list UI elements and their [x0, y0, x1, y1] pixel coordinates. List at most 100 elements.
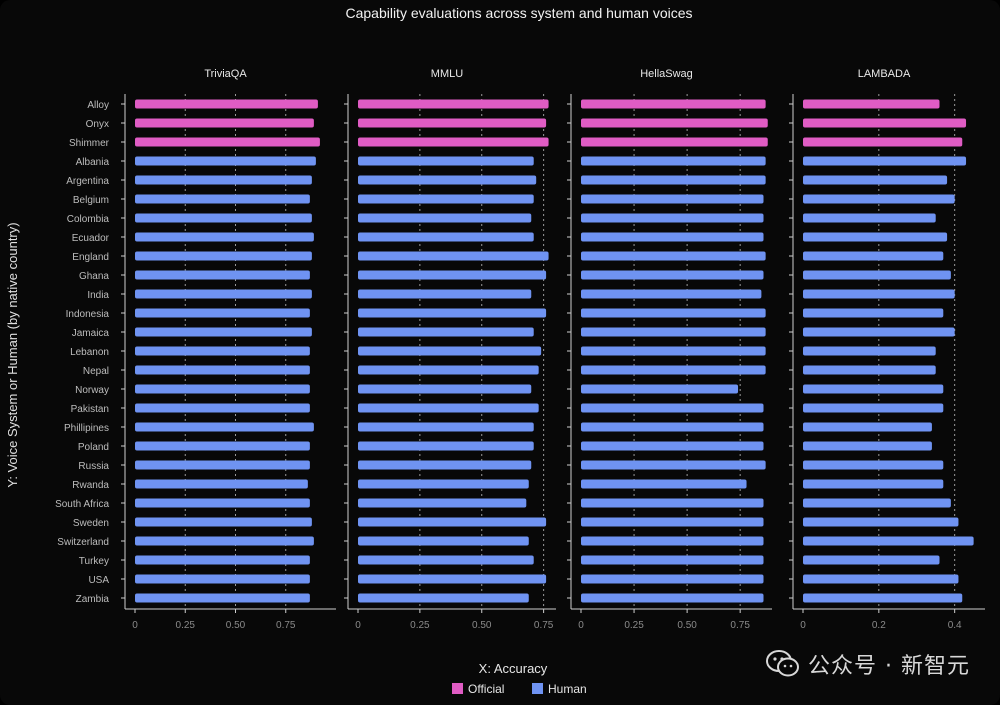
x-tick-label-hellaswag-0: 0: [578, 620, 584, 631]
bar-mmlu-indonesia: [358, 308, 547, 318]
x-axis-label: X: Accuracy: [479, 661, 548, 676]
bar-lambada-jamaica: [803, 327, 955, 337]
bar-lambada-south-africa: [803, 498, 951, 508]
y-tick-label-indonesia: Indonesia: [66, 309, 110, 320]
bar-triviaqa-nepal: [135, 365, 310, 375]
panel-title-hellaswag: HellaSwag: [640, 68, 693, 80]
x-tick-label-triviaqa-0: 0: [132, 620, 138, 631]
bar-hellaswag-south-africa: [581, 498, 764, 508]
bar-mmlu-onyx: [358, 118, 547, 128]
x-tick-label-triviaqa-3: 0.75: [276, 620, 296, 631]
bar-lambada-switzerland: [803, 536, 974, 546]
bar-hellaswag-argentina: [581, 175, 766, 185]
bar-triviaqa-ecuador: [135, 232, 314, 242]
x-tick-label-lambada-1: 0.2: [872, 620, 886, 631]
y-tick-label-zambia: Zambia: [76, 594, 110, 605]
bar-hellaswag-jamaica: [581, 327, 766, 337]
bar-lambada-alloy: [803, 99, 940, 109]
x-tick-label-mmlu-0: 0: [355, 620, 361, 631]
bar-triviaqa-pakistan: [135, 403, 310, 413]
bar-hellaswag-rwanda: [581, 479, 747, 489]
bar-hellaswag-nepal: [581, 365, 766, 375]
y-tick-label-argentina: Argentina: [66, 176, 109, 187]
bar-hellaswag-shimmer: [581, 137, 768, 147]
bar-mmlu-argentina: [358, 175, 537, 185]
bar-lambada-indonesia: [803, 308, 944, 318]
bar-lambada-pakistan: [803, 403, 944, 413]
bar-mmlu-usa: [358, 574, 547, 584]
bar-mmlu-shimmer: [358, 137, 549, 147]
bar-triviaqa-argentina: [135, 175, 312, 185]
bar-lambada-russia: [803, 460, 944, 470]
bar-mmlu-phillipines: [358, 422, 534, 432]
bar-mmlu-lebanon: [358, 346, 542, 356]
bar-hellaswag-usa: [581, 574, 764, 584]
bar-triviaqa-usa: [135, 574, 310, 584]
bar-triviaqa-alloy: [135, 99, 318, 109]
x-tick-label-triviaqa-2: 0.50: [226, 620, 246, 631]
chart-title: Capability evaluations across system and…: [345, 5, 692, 21]
bar-mmlu-poland: [358, 441, 534, 451]
bar-hellaswag-pakistan: [581, 403, 764, 413]
bar-lambada-colombia: [803, 213, 936, 223]
bar-hellaswag-ecuador: [581, 232, 764, 242]
bar-triviaqa-england: [135, 251, 312, 261]
panel-lambada: LAMBADA 0 0.2 0.4: [789, 68, 985, 631]
bar-hellaswag-belgium: [581, 194, 764, 204]
x-tick-label-hellaswag-3: 0.75: [730, 620, 750, 631]
panel-title-lambada: LAMBADA: [858, 68, 911, 80]
bar-lambada-shimmer: [803, 137, 963, 147]
bar-triviaqa-indonesia: [135, 308, 310, 318]
bar-hellaswag-albania: [581, 156, 766, 166]
y-tick-label-india: India: [87, 290, 109, 301]
y-tick-label-sweden: Sweden: [73, 518, 109, 529]
panel-hellaswag: HellaSwag 0 0.25 0.50 0.75: [567, 68, 772, 631]
bar-mmlu-colombia: [358, 213, 532, 223]
bar-hellaswag-sweden: [581, 517, 764, 527]
bar-triviaqa-rwanda: [135, 479, 308, 489]
x-tick-label-hellaswag-1: 0.25: [624, 620, 644, 631]
y-tick-label-ghana: Ghana: [79, 271, 109, 282]
bar-lambada-poland: [803, 441, 932, 451]
panel-title-triviaqa: TriviaQA: [204, 68, 247, 80]
bar-lambada-ghana: [803, 270, 951, 280]
bar-triviaqa-ghana: [135, 270, 310, 280]
bar-lambada-albania: [803, 156, 967, 166]
bar-hellaswag-zambia: [581, 593, 764, 603]
legend-swatch-human: [532, 683, 543, 694]
bar-hellaswag-england: [581, 251, 766, 261]
bar-triviaqa-belgium: [135, 194, 310, 204]
y-tick-label-colombia: Colombia: [67, 214, 110, 225]
x-tick-label-lambada-0: 0: [800, 620, 806, 631]
legend-label-official: Official: [468, 682, 504, 696]
bar-lambada-ecuador: [803, 232, 948, 242]
y-tick-label-england: England: [72, 252, 109, 263]
bar-lambada-argentina: [803, 175, 948, 185]
y-tick-label-rwanda: Rwanda: [72, 480, 109, 491]
bar-hellaswag-lebanon: [581, 346, 766, 356]
x-tick-label-mmlu-1: 0.25: [410, 620, 430, 631]
y-tick-labels: Alloy Onyx Shimmer Albania Argentina Belgium C…: [55, 100, 110, 605]
y-tick-label-onyx: Onyx: [86, 119, 109, 130]
bar-mmlu-switzerland: [358, 536, 529, 546]
y-tick-label-russia: Russia: [78, 461, 109, 472]
chart-panels: Alloy Onyx Shimmer Albania Argentina Belgium C…: [55, 68, 985, 631]
bar-lambada-rwanda: [803, 479, 944, 489]
bar-lambada-turkey: [803, 555, 940, 565]
bar-triviaqa-zambia: [135, 593, 310, 603]
x-tick-label-mmlu-3: 0.75: [534, 620, 554, 631]
x-tick-label-mmlu-2: 0.50: [472, 620, 492, 631]
bar-triviaqa-colombia: [135, 213, 312, 223]
panel-triviaqa: TriviaQA 0 0.25 0.50 0.75: [121, 68, 336, 631]
y-tick-label-nepal: Nepal: [83, 366, 109, 377]
y-tick-label-norway: Norway: [75, 385, 109, 396]
bar-triviaqa-sweden: [135, 517, 312, 527]
bar-triviaqa-jamaica: [135, 327, 312, 337]
bar-mmlu-zambia: [358, 593, 529, 603]
y-tick-label-belgium: Belgium: [73, 195, 109, 206]
bar-hellaswag-switzerland: [581, 536, 764, 546]
bar-hellaswag-alloy: [581, 99, 766, 109]
bar-triviaqa-russia: [135, 460, 310, 470]
bar-mmlu-russia: [358, 460, 532, 470]
